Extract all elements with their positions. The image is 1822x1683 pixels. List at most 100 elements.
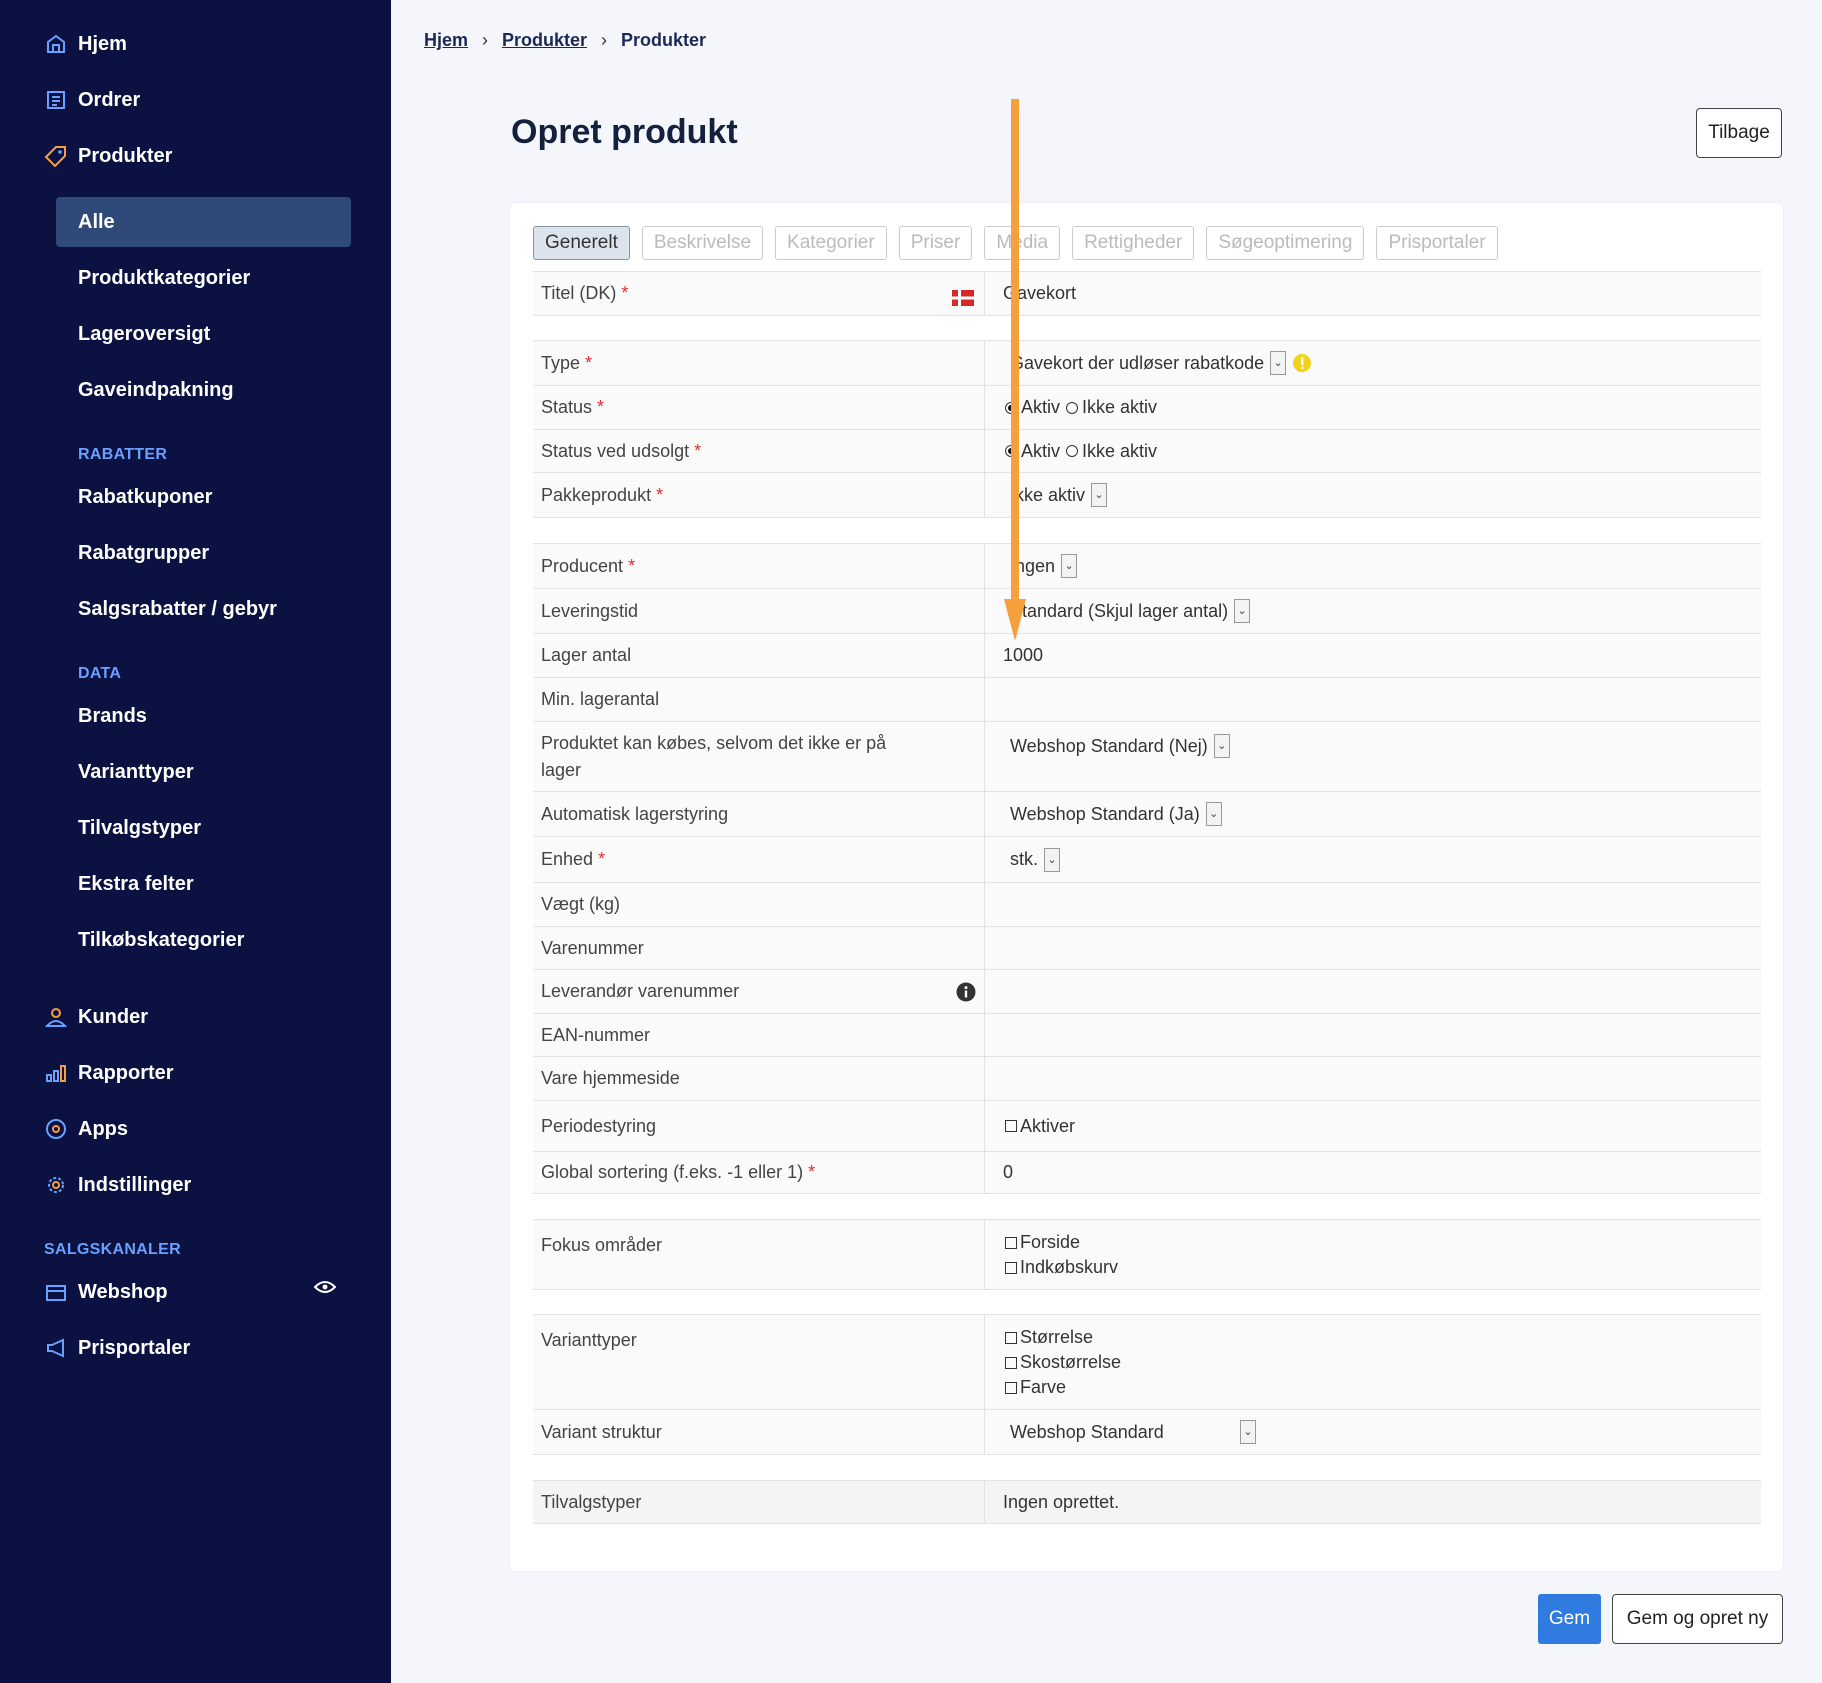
varenummer-input[interactable] [995,927,1761,969]
row-min-lager: Min. lagerantal [533,677,1761,722]
sub-tilvalgstyper[interactable]: Tilvalgstyper [78,808,201,848]
auto-select[interactable]: Webshop Standard (Ja) ⌄ [995,792,1761,836]
field-label: Pakkeprodukt * [541,473,985,517]
static-value: Ingen oprettet. [1003,1491,1120,1512]
status-ikke-aktiv-radio[interactable] [1066,401,1079,414]
label-text: Produktet kan købes, selvom det ikke er … [541,733,887,780]
hjemmeside-input[interactable] [995,1057,1761,1100]
required-mark: * [585,352,593,373]
tab-priser[interactable]: Priser [898,226,973,260]
sub-lageroversigt[interactable]: Lageroversigt [78,314,210,354]
label-text: Status [541,397,593,418]
save-and-new-button[interactable]: Gem og opret ny [1612,1594,1783,1644]
required-mark: * [808,1162,816,1183]
tilvalg-value: Ingen oprettet. [995,1481,1761,1523]
nav-produkter[interactable]: Produkter [44,136,172,176]
required-mark: * [628,555,636,576]
sidebar: Hjem Ordrer Produkter Alle Produktkatego… [0,0,391,1683]
sub-salgsrabatter[interactable]: Salgsrabatter / gebyr [78,589,277,629]
breadcrumb-hjem[interactable]: Hjem [424,30,469,50]
struktur-select[interactable]: Webshop Standard ⌄ [995,1410,1761,1454]
chevron-down-icon[interactable]: ⌄ [1270,351,1287,375]
ean-input[interactable] [995,1014,1761,1056]
sort-input[interactable]: 0 [995,1152,1761,1193]
back-button[interactable]: Tilbage [1696,108,1782,158]
select-value: Ikke aktiv [1010,484,1086,505]
input-value: Gavekort [1003,283,1077,303]
tab-kategorier[interactable]: Kategorier [775,226,887,260]
tab-prisportaler[interactable]: Prisportaler [1376,226,1498,260]
fokus-indkobskurv-checkbox[interactable] [1005,1262,1017,1274]
type-select[interactable]: Gavekort der udløser rabatkode ⌄ [995,341,1761,385]
label-text: Enhed [541,849,594,870]
levering-select[interactable]: Standard (Skjul lager antal) ⌄ [995,589,1761,633]
breadcrumb-produkter[interactable]: Produkter [502,30,588,50]
row-titel: Titel (DK) * Gavekort [533,271,1761,316]
variant-storrelse-checkbox[interactable] [1005,1332,1017,1344]
page-title: Opret produkt [511,113,738,151]
periode-checkbox[interactable] [1005,1120,1017,1132]
sub-ekstra-felter[interactable]: Ekstra felter [78,864,194,904]
field-label: Automatisk lagerstyring [541,792,985,836]
chevron-down-icon[interactable]: ⌄ [1061,554,1078,578]
fokus-forside-checkbox[interactable] [1005,1237,1017,1249]
enhed-select[interactable]: stk. ⌄ [995,837,1761,882]
field-label: Fokus områder [541,1220,985,1289]
kobes-select[interactable]: Webshop Standard (Nej) ⌄ [995,722,1761,791]
gear-icon [44,1173,68,1197]
required-mark: * [621,283,629,304]
chevron-down-icon[interactable]: ⌄ [1213,734,1230,758]
chevron-down-icon[interactable]: ⌄ [1044,847,1061,872]
tab-generelt[interactable]: Generelt [533,226,630,260]
select-value: Standard (Skjul lager antal) [1010,600,1229,621]
sub-produktkategorier[interactable]: Produktkategorier [78,258,250,298]
min-lager-input[interactable] [995,678,1761,721]
radio-label: Ikke aktiv [1082,440,1158,461]
lev-varenummer-input[interactable] [995,970,1761,1013]
tab-rettigheder[interactable]: Rettigheder [1072,226,1195,260]
variant-farve-checkbox[interactable] [1005,1382,1017,1394]
orders-icon [44,88,68,112]
variant-skostorrelse-checkbox[interactable] [1005,1357,1017,1369]
sub-tilkobskategorier[interactable]: Tilkøbskategorier [78,920,244,960]
nav-rapporter[interactable]: Rapporter [44,1053,174,1093]
field-label: Producent * [541,544,985,588]
nav-hjem[interactable]: Hjem [44,24,127,64]
required-mark: * [597,397,605,418]
vaegt-input[interactable] [995,883,1761,926]
field-label: Tilvalgstyper [541,1481,985,1523]
sub-rabatgrupper[interactable]: Rabatgrupper [78,533,209,573]
chevron-down-icon[interactable]: ⌄ [1234,599,1251,623]
field-label: Enhed * [541,837,985,882]
chevron-down-icon[interactable]: ⌄ [1205,802,1222,826]
nav-indstillinger[interactable]: Indstillinger [44,1165,191,1205]
tab-media[interactable]: Media [984,226,1061,260]
pakke-select[interactable]: Ikke aktiv ⌄ [995,473,1761,517]
info-icon[interactable] [956,982,976,1002]
field-label: Produktet kan købes, selvom det ikke er … [541,722,985,791]
tab-sogeoptimering[interactable]: Søgeoptimering [1206,226,1365,260]
tab-beskrivelse[interactable]: Beskrivelse [641,226,764,260]
nav-ordrer[interactable]: Ordrer [44,80,140,120]
sub-rabatkuponer[interactable]: Rabatkuponer [78,477,212,517]
udsolgt-ikke-aktiv-radio[interactable] [1066,445,1079,457]
producent-select[interactable]: Ingen ⌄ [995,544,1761,588]
titel-input[interactable]: Gavekort [995,272,1761,315]
sub-brands[interactable]: Brands [78,696,147,736]
checkbox-label: Størrelse [1020,1327,1094,1347]
row-type: Type * Gavekort der udløser rabatkode ⌄ [533,340,1761,386]
nav-kunder[interactable]: Kunder [44,997,148,1037]
sub-varianttyper[interactable]: Varianttyper [78,752,194,792]
nav-label: Hjem [78,32,127,55]
chevron-down-icon[interactable]: ⌄ [1240,1420,1256,1444]
sub-gaveindpakning[interactable]: Gaveindpakning [78,370,234,410]
chevron-down-icon[interactable]: ⌄ [1091,483,1108,507]
nav-prisportaler[interactable]: Prisportaler [44,1328,190,1368]
nav-apps[interactable]: Apps [44,1109,128,1149]
save-button[interactable]: Gem [1538,1594,1601,1644]
sub-alle[interactable]: Alle [78,202,115,242]
sub-label: Alle [78,210,115,233]
lager-input[interactable]: 1000 [995,634,1761,677]
nav-webshop[interactable]: Webshop [44,1272,168,1312]
eye-icon[interactable] [313,1280,337,1299]
